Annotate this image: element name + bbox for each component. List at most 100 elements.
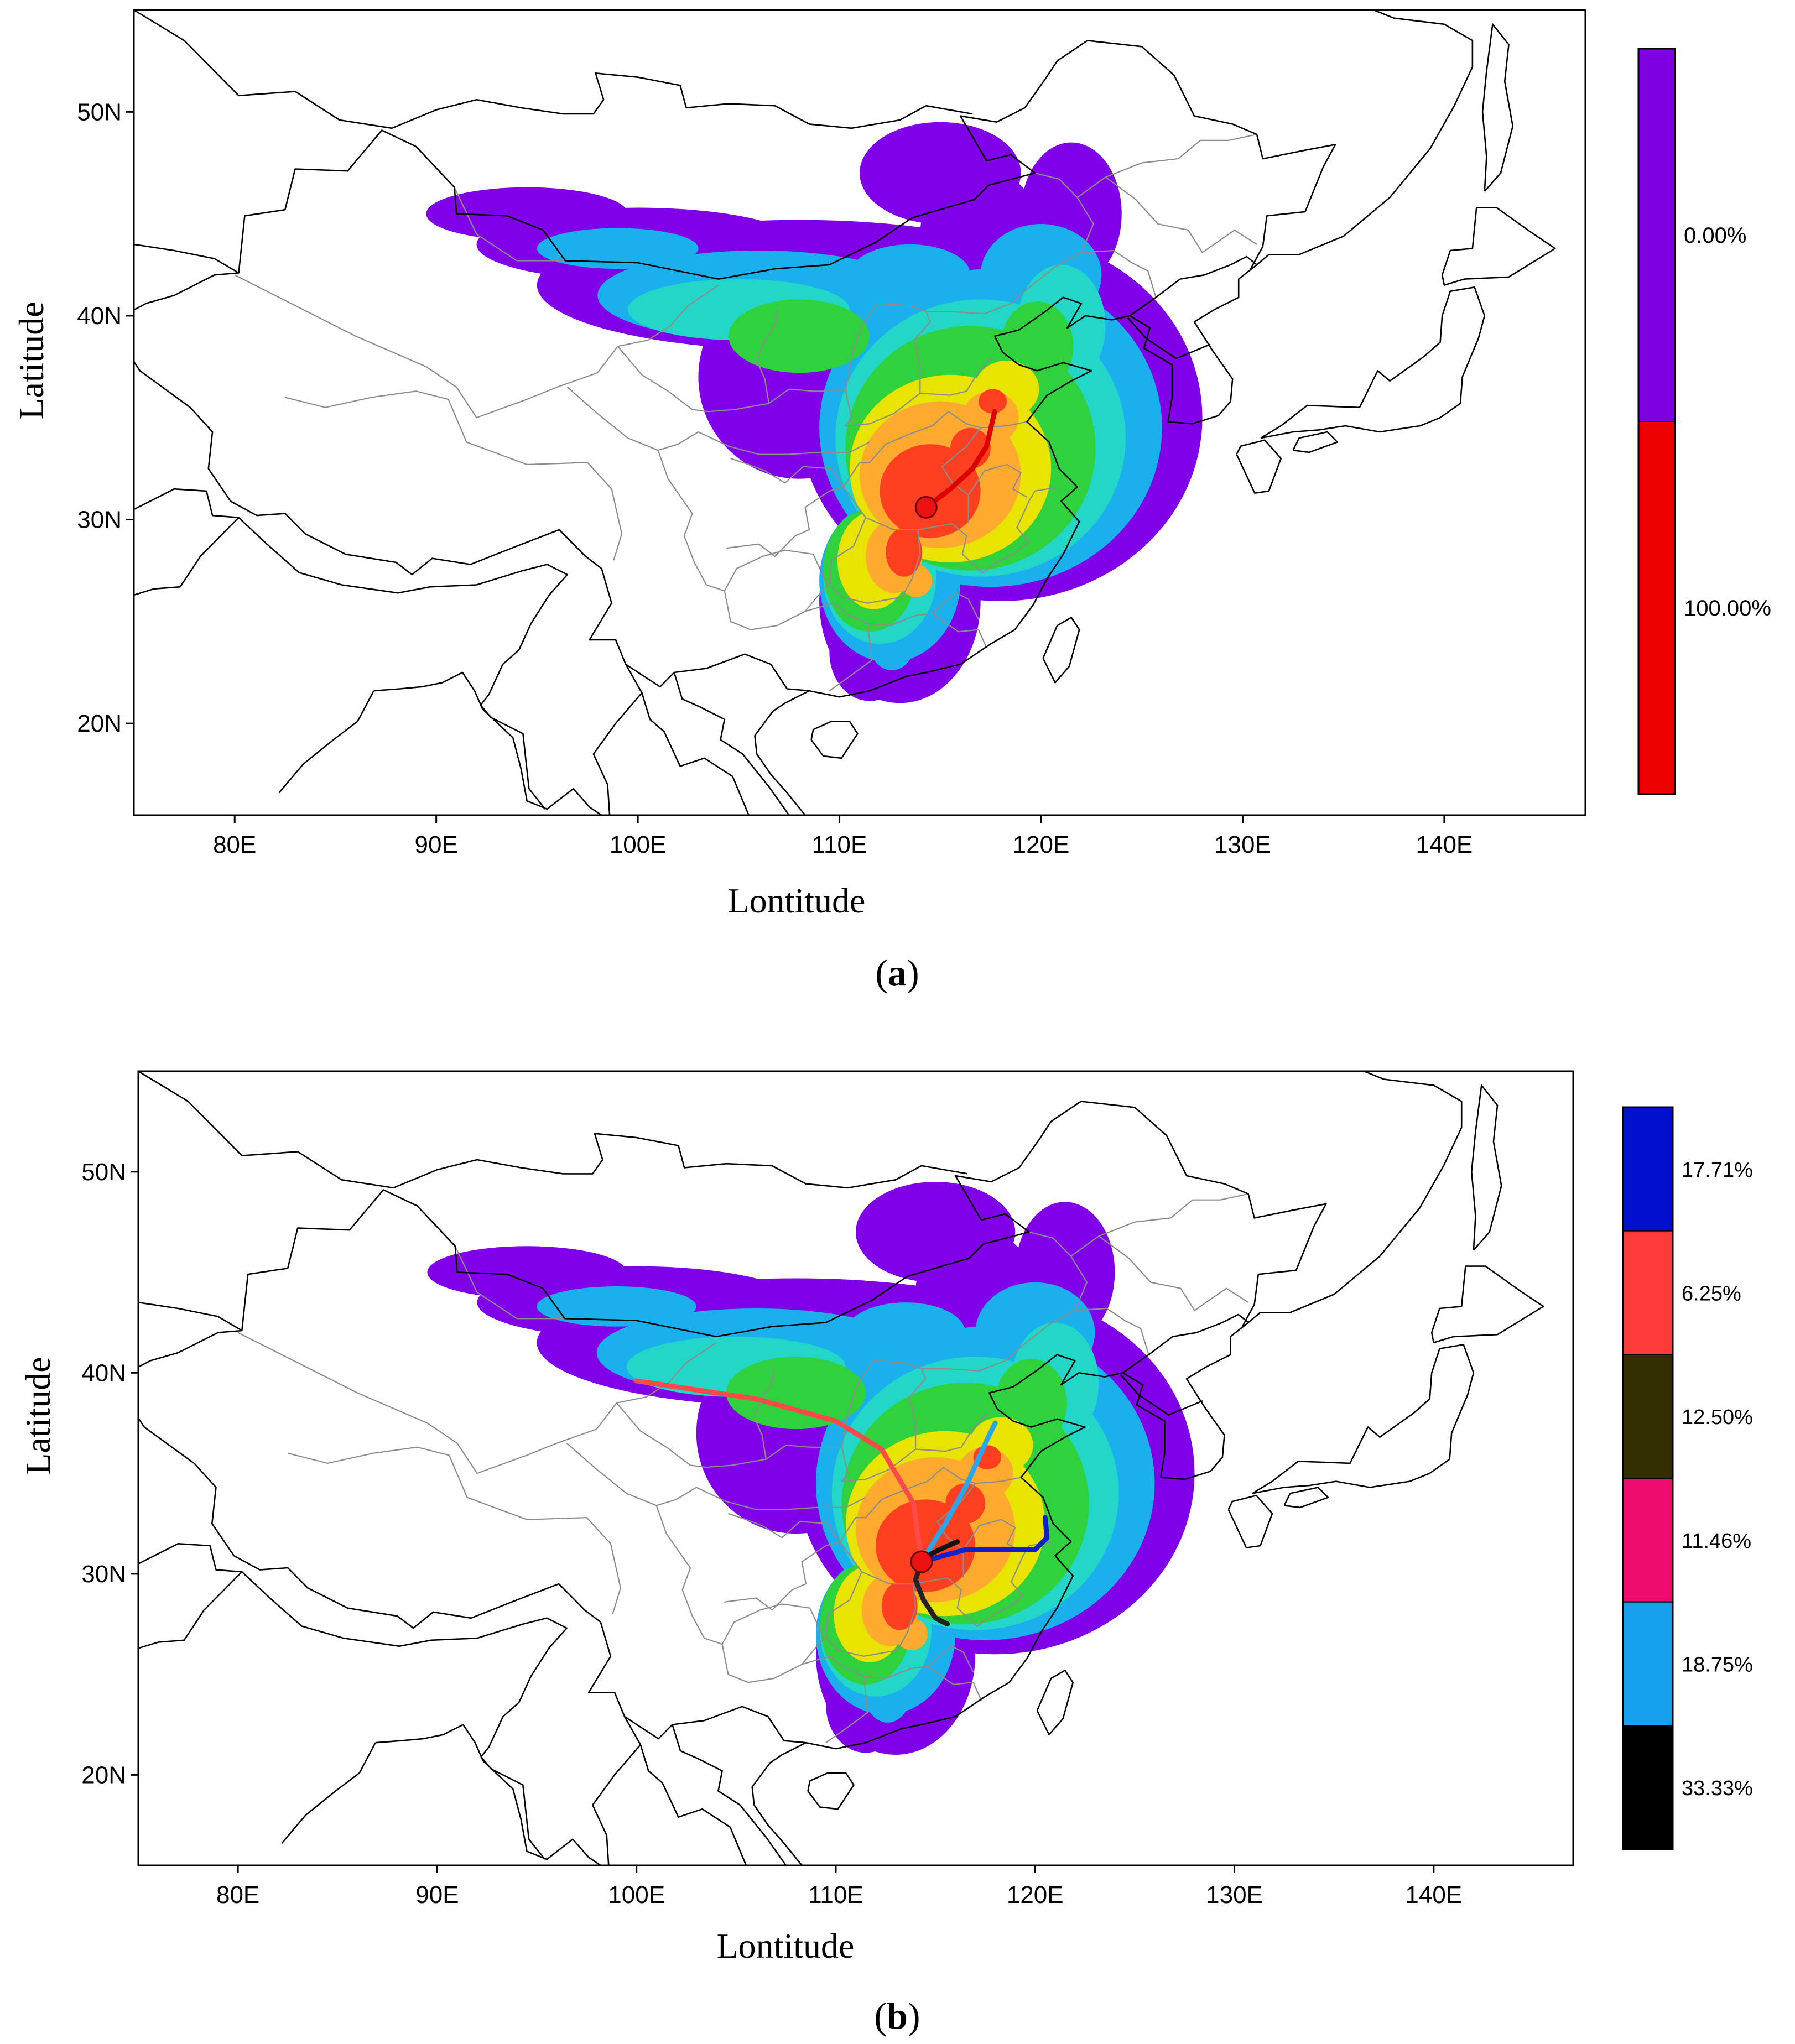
legend-swatch — [1622, 1478, 1673, 1603]
receptor-site-marker — [914, 496, 938, 519]
boundary-chinaWestNorth — [134, 40, 1336, 311]
province-boundary — [932, 592, 979, 620]
panel-caption: (b) — [874, 1995, 920, 2037]
province-boundary — [915, 1412, 988, 1452]
receptor-site-marker — [910, 1550, 933, 1573]
boundary-indochina — [482, 1760, 617, 1865]
x-axis-title: Lontitude — [728, 881, 866, 920]
x-tick-label: 120E — [1013, 831, 1070, 858]
boundary-honshu — [1260, 286, 1486, 439]
province-boundary — [842, 486, 1059, 573]
boundary-indochina — [482, 708, 618, 815]
map-panel-b: 80E 90E 100E 110E 120E 130E 140E 20N30N40N50N … — [18, 1070, 1753, 2037]
province-boundary — [829, 517, 921, 604]
density-blob — [886, 528, 922, 577]
boundary-sakhalin — [1471, 1084, 1502, 1251]
density-blob — [537, 228, 699, 269]
province-boundary — [840, 1368, 927, 1482]
province-boundary — [967, 463, 1028, 498]
boundary-hokkaido — [1430, 1265, 1544, 1344]
density-band-red — [876, 1445, 1002, 1630]
density-blob — [729, 299, 870, 373]
province-boundary — [753, 1367, 775, 1459]
province-boundary — [1098, 1235, 1249, 1312]
province-boundary — [839, 1541, 1053, 1627]
boundary-kazakhKyrgyz — [138, 1301, 242, 1332]
province-boundary — [839, 1466, 977, 1578]
legend-label: 100.00% — [1684, 596, 1771, 620]
panel-caption: (a) — [875, 952, 919, 994]
province-boundary — [285, 390, 623, 561]
trajectory-line — [923, 409, 997, 510]
trajectory-lines — [923, 409, 997, 510]
x-tick-label: 110E — [812, 831, 867, 858]
boundary-indiaEast — [138, 1543, 243, 1649]
x-tick-label: 90E — [415, 831, 458, 858]
y-tick-label: 40N — [81, 1359, 126, 1386]
boundary-mongoliaNorth — [392, 72, 973, 129]
boundary-koreaDMZ — [1127, 317, 1211, 359]
x-tick-label: 80E — [216, 1881, 259, 1909]
boundary-hainan — [807, 1772, 855, 1810]
color-legend: 0.00% 100.00% — [1637, 48, 1771, 795]
province-boundary — [657, 450, 987, 649]
x-tick-label: 140E — [1405, 1881, 1462, 1909]
boundary-bangladeshCoast — [373, 671, 483, 710]
boundary-kazakhKyrgyz — [134, 243, 240, 274]
province-boundary — [1081, 249, 1157, 298]
legend-swatch — [1622, 1107, 1673, 1232]
province-boundary — [234, 274, 719, 419]
boundary-bangladeshCoast — [375, 1724, 484, 1761]
legend-label: 17.71% — [1682, 1159, 1753, 1182]
province-boundary — [724, 1513, 841, 1611]
legend-label: 6.25% — [1682, 1282, 1741, 1306]
boundary-myanmarThai — [592, 692, 643, 815]
boundary-mongoliaNorth — [393, 1133, 968, 1189]
x-axis-ticks: 80E 90E 100E 110E 120E 130E 140E — [216, 1865, 1462, 1909]
x-tick-label: 130E — [1206, 1881, 1263, 1909]
density-blob — [849, 244, 971, 306]
legend-swatch — [1622, 1601, 1673, 1727]
legend-label: 18.75% — [1682, 1654, 1753, 1677]
density-blob — [427, 1246, 627, 1299]
density-blob — [945, 1483, 986, 1524]
boundary-hainan — [810, 721, 859, 759]
province-boundary — [655, 1505, 982, 1701]
boundary-honshu — [1252, 1344, 1475, 1494]
x-tick-label: 80E — [213, 831, 256, 858]
province-boundary — [1105, 176, 1257, 254]
y-tick-label: 50N — [77, 98, 122, 126]
boundary-coastChinaKorea — [805, 1071, 1463, 1750]
boundary-vietnamCoast — [754, 690, 810, 815]
province-boundary — [920, 356, 993, 396]
province-boundary — [756, 309, 778, 404]
legend-swatch — [1638, 48, 1676, 422]
density-blob — [845, 1302, 966, 1363]
legend-label: 0.00% — [1684, 223, 1746, 248]
boundary-coastChinaKorea — [809, 10, 1474, 698]
legend-swatch — [1622, 1230, 1673, 1355]
density-band-red — [880, 389, 1007, 577]
province-boundary — [287, 1446, 622, 1614]
x-tick-label: 140E — [1416, 831, 1473, 858]
legend-label: 11.46% — [1682, 1530, 1751, 1553]
boundary-shikoku — [1292, 431, 1338, 453]
province-boundary — [927, 1645, 974, 1673]
boundary-chinaWestNorth — [138, 1101, 1327, 1368]
y-tick-label: 30N — [77, 507, 122, 534]
y-tick-label: 50N — [81, 1159, 126, 1186]
province-boundary — [975, 1477, 1022, 1484]
boundary-laosViet — [673, 672, 790, 815]
province-boundary — [454, 187, 565, 262]
x-tick-label: 110E — [808, 1881, 863, 1909]
boundary-laosThai — [623, 1716, 747, 1865]
density-blob — [537, 1286, 696, 1327]
x-tick-label: 130E — [1214, 831, 1271, 858]
legend-swatch — [1622, 1725, 1673, 1850]
trajectory-lines — [634, 1378, 1050, 1627]
province-boundary — [844, 311, 931, 427]
x-axis-ticks: 80E 90E 100E 110E 120E 130E 140E — [213, 815, 1473, 858]
trajectory-density-field — [427, 1181, 1195, 1755]
province-boundary — [566, 387, 870, 455]
